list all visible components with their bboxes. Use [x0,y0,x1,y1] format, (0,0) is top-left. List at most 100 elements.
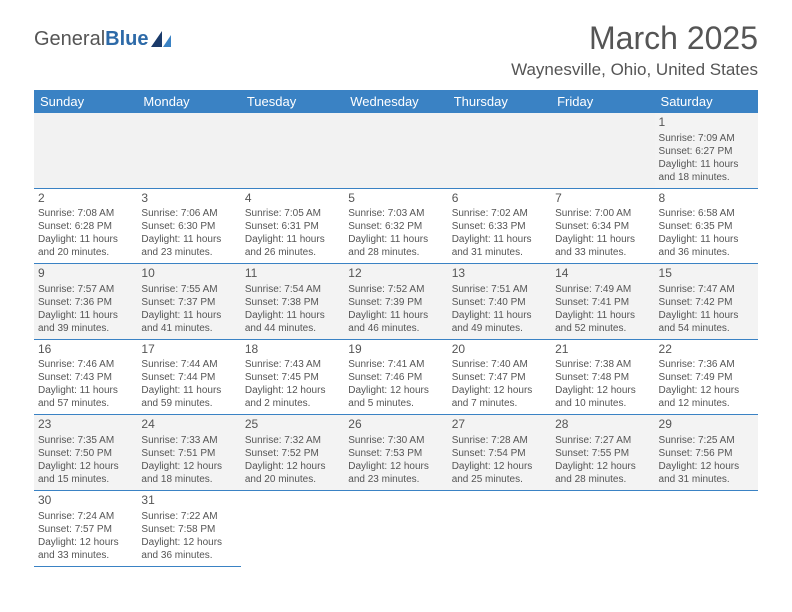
day-cell [551,490,654,566]
day-cell: 11Sunrise: 7:54 AMSunset: 7:38 PMDayligh… [241,264,344,340]
day-cell [241,490,344,566]
day-cell: 25Sunrise: 7:32 AMSunset: 7:52 PMDayligh… [241,415,344,491]
daylight-text: Daylight: 12 hours [659,460,754,473]
day-cell: 27Sunrise: 7:28 AMSunset: 7:54 PMDayligh… [448,415,551,491]
sunrise-text: Sunrise: 7:32 AM [245,434,340,447]
daylight-text: Daylight: 11 hours [659,158,754,171]
sunrise-text: Sunrise: 7:02 AM [452,207,547,220]
day-number: 8 [659,191,754,207]
sunrise-text: Sunrise: 6:58 AM [659,207,754,220]
sunrise-text: Sunrise: 7:00 AM [555,207,650,220]
day-number: 19 [348,342,443,358]
day-header: Friday [551,90,654,113]
sunset-text: Sunset: 7:44 PM [141,371,236,384]
sunrise-text: Sunrise: 7:03 AM [348,207,443,220]
day-cell: 29Sunrise: 7:25 AMSunset: 7:56 PMDayligh… [655,415,758,491]
day-number: 16 [38,342,133,358]
sunrise-text: Sunrise: 7:05 AM [245,207,340,220]
calendar-table: SundayMondayTuesdayWednesdayThursdayFrid… [34,90,758,567]
sunrise-text: Sunrise: 7:40 AM [452,358,547,371]
day-number: 12 [348,266,443,282]
sunrise-text: Sunrise: 7:55 AM [141,283,236,296]
day-header-row: SundayMondayTuesdayWednesdayThursdayFrid… [34,90,758,113]
daylight-text: Daylight: 11 hours [245,233,340,246]
day-number: 14 [555,266,650,282]
day-number: 5 [348,191,443,207]
week-row: 23Sunrise: 7:35 AMSunset: 7:50 PMDayligh… [34,415,758,491]
day-cell: 21Sunrise: 7:38 AMSunset: 7:48 PMDayligh… [551,339,654,415]
sunset-text: Sunset: 7:36 PM [38,296,133,309]
daylight-text: and 23 minutes. [141,246,236,259]
sunset-text: Sunset: 7:45 PM [245,371,340,384]
sunset-text: Sunset: 7:43 PM [38,371,133,384]
daylight-text: Daylight: 11 hours [141,233,236,246]
day-number: 27 [452,417,547,433]
day-cell: 30Sunrise: 7:24 AMSunset: 7:57 PMDayligh… [34,490,137,566]
sunset-text: Sunset: 6:35 PM [659,220,754,233]
day-number: 11 [245,266,340,282]
sunrise-text: Sunrise: 7:47 AM [659,283,754,296]
daylight-text: and 18 minutes. [659,171,754,184]
daylight-text: Daylight: 12 hours [245,384,340,397]
day-cell: 8Sunrise: 6:58 AMSunset: 6:35 PMDaylight… [655,188,758,264]
day-number: 13 [452,266,547,282]
day-cell: 28Sunrise: 7:27 AMSunset: 7:55 PMDayligh… [551,415,654,491]
daylight-text: Daylight: 12 hours [555,384,650,397]
daylight-text: and 5 minutes. [348,397,443,410]
sunset-text: Sunset: 7:41 PM [555,296,650,309]
day-number: 21 [555,342,650,358]
daylight-text: Daylight: 11 hours [141,384,236,397]
sunset-text: Sunset: 7:37 PM [141,296,236,309]
day-cell: 18Sunrise: 7:43 AMSunset: 7:45 PMDayligh… [241,339,344,415]
day-cell: 13Sunrise: 7:51 AMSunset: 7:40 PMDayligh… [448,264,551,340]
daylight-text: Daylight: 11 hours [452,233,547,246]
daylight-text: and 15 minutes. [38,473,133,486]
sunset-text: Sunset: 6:27 PM [659,145,754,158]
day-cell: 2Sunrise: 7:08 AMSunset: 6:28 PMDaylight… [34,188,137,264]
daylight-text: Daylight: 12 hours [452,384,547,397]
sunset-text: Sunset: 7:50 PM [38,447,133,460]
sunrise-text: Sunrise: 7:38 AM [555,358,650,371]
day-header: Sunday [34,90,137,113]
daylight-text: and 20 minutes. [38,246,133,259]
sunrise-text: Sunrise: 7:24 AM [38,510,133,523]
daylight-text: Daylight: 11 hours [38,233,133,246]
daylight-text: and 49 minutes. [452,322,547,335]
day-header: Thursday [448,90,551,113]
day-cell: 24Sunrise: 7:33 AMSunset: 7:51 PMDayligh… [137,415,240,491]
sunset-text: Sunset: 7:54 PM [452,447,547,460]
daylight-text: Daylight: 12 hours [452,460,547,473]
week-row: 2Sunrise: 7:08 AMSunset: 6:28 PMDaylight… [34,188,758,264]
daylight-text: Daylight: 12 hours [659,384,754,397]
daylight-text: Daylight: 12 hours [348,384,443,397]
daylight-text: and 10 minutes. [555,397,650,410]
daylight-text: and 31 minutes. [659,473,754,486]
sunset-text: Sunset: 7:42 PM [659,296,754,309]
daylight-text: Daylight: 11 hours [452,309,547,322]
day-number: 31 [141,493,236,509]
logo-text-1: General [34,28,105,51]
day-cell [344,490,447,566]
day-number: 23 [38,417,133,433]
day-header: Monday [137,90,240,113]
daylight-text: Daylight: 11 hours [38,384,133,397]
day-cell: 31Sunrise: 7:22 AMSunset: 7:58 PMDayligh… [137,490,240,566]
daylight-text: and 12 minutes. [659,397,754,410]
day-cell [344,113,447,188]
sunset-text: Sunset: 7:49 PM [659,371,754,384]
day-number: 18 [245,342,340,358]
daylight-text: Daylight: 11 hours [659,233,754,246]
daylight-text: and 36 minutes. [659,246,754,259]
sunset-text: Sunset: 6:31 PM [245,220,340,233]
day-cell: 10Sunrise: 7:55 AMSunset: 7:37 PMDayligh… [137,264,240,340]
day-cell: 16Sunrise: 7:46 AMSunset: 7:43 PMDayligh… [34,339,137,415]
day-cell [448,113,551,188]
logo: GeneralBlue [34,28,173,51]
daylight-text: and 20 minutes. [245,473,340,486]
sunset-text: Sunset: 6:28 PM [38,220,133,233]
sunset-text: Sunset: 6:30 PM [141,220,236,233]
sunset-text: Sunset: 7:52 PM [245,447,340,460]
sunrise-text: Sunrise: 7:46 AM [38,358,133,371]
day-header: Saturday [655,90,758,113]
daylight-text: and 39 minutes. [38,322,133,335]
